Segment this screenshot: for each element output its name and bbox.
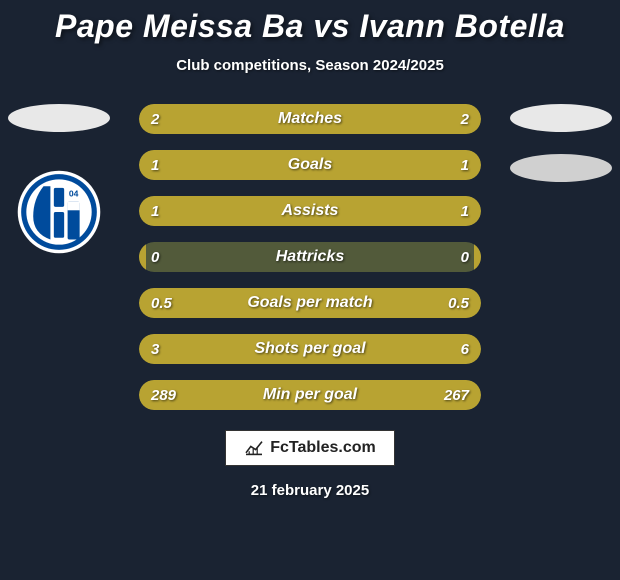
stat-label: Matches (139, 104, 481, 134)
player-left-placeholder (8, 104, 110, 132)
brand-label: FcTables.com (270, 439, 376, 457)
player-right-placeholder (510, 104, 612, 132)
page-title: Pape Meissa Ba vs Ivann Botella (0, 8, 620, 45)
stats-column: 22Matches 11Goals 11Assists 00Hattricks 0.50… (139, 104, 481, 410)
chart-icon (244, 440, 264, 456)
stats-area: 04 22Matches 11Goals 11Assists 00Hattricks 0… (0, 104, 620, 410)
stat-row: 36Shots per goal (139, 334, 481, 364)
page-subtitle: Club competitions, Season 2024/2025 (0, 57, 620, 74)
stat-label: Hattricks (139, 242, 481, 272)
stat-row: 0.50.5Goals per match (139, 288, 481, 318)
stat-row: 289267Min per goal (139, 380, 481, 410)
stat-row: 00Hattricks (139, 242, 481, 272)
club-badge-left: 04 (16, 169, 102, 255)
stat-label: Min per goal (139, 380, 481, 410)
svg-text:04: 04 (69, 189, 79, 199)
club-right-placeholder (510, 154, 612, 182)
header: Pape Meissa Ba vs Ivann Botella Club com… (0, 0, 620, 74)
stat-row: 22Matches (139, 104, 481, 134)
stat-row: 11Assists (139, 196, 481, 226)
date-label: 21 february 2025 (0, 482, 620, 499)
stat-label: Shots per goal (139, 334, 481, 364)
stat-label: Assists (139, 196, 481, 226)
stat-row: 11Goals (139, 150, 481, 180)
footer: FcTables.com 21 february 2025 (0, 430, 620, 499)
stat-label: Goals per match (139, 288, 481, 318)
brand-box: FcTables.com (225, 430, 395, 466)
stat-label: Goals (139, 150, 481, 180)
